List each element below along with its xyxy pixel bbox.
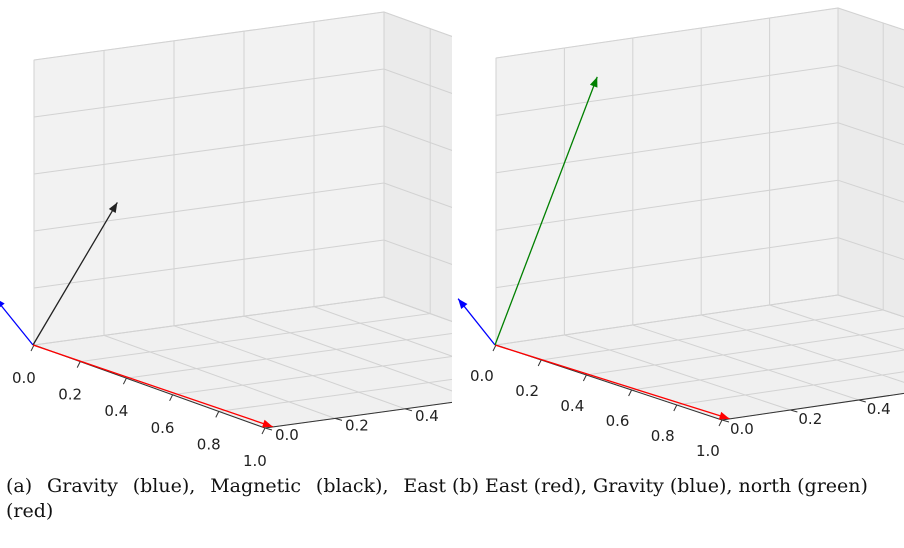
- x-tick-label: 0.4: [560, 397, 584, 415]
- y-axis-line: [264, 401, 452, 429]
- grid-line-y: [173, 40, 406, 410]
- x-tick: [122, 377, 127, 385]
- x-tick-label: 0.2: [515, 382, 539, 400]
- magnetic-vector-line: [32, 202, 118, 346]
- x-tick-label: 0.6: [151, 419, 175, 437]
- x-tick-label: 0.4: [104, 402, 128, 420]
- x-tick-label: 0.0: [12, 369, 36, 387]
- grid-line-y: [769, 18, 904, 351]
- grid-line-y: [632, 38, 859, 401]
- x-tick-label: 0.8: [651, 427, 675, 445]
- y-tick-label: 0.0: [730, 420, 754, 438]
- x-tick-label: 0.0: [470, 367, 494, 385]
- chart-b-svg: 0.00.20.40.60.81.00.00.20.40.60.81.00.00…: [457, 7, 904, 460]
- y-tick: [721, 419, 730, 423]
- chart-a-svg: 0.00.20.40.60.81.00.00.20.40.60.81.00.00…: [0, 11, 452, 470]
- left-pane: [33, 11, 385, 346]
- y-axis-line: [721, 392, 904, 421]
- magnetic-vector-head: [108, 202, 118, 214]
- x-tick: [169, 394, 174, 402]
- y-tick-label: 0.2: [798, 410, 822, 428]
- y-tick-label: 0.4: [867, 400, 891, 418]
- grid-line-y: [563, 48, 791, 411]
- x-tick: [76, 361, 81, 368]
- east-vector-line: [494, 344, 730, 420]
- y-tick: [790, 409, 798, 413]
- caption-a: (a) Gravity (blue), Magnetic (black), Ea…: [6, 475, 446, 522]
- x-tick: [30, 344, 35, 352]
- y-tick: [858, 399, 866, 403]
- east-vector-line: [32, 344, 273, 428]
- grid-line-x: [631, 349, 904, 391]
- x-tick-label: 0.6: [606, 412, 630, 430]
- east-vector-head: [718, 411, 730, 420]
- y-tick: [404, 408, 413, 412]
- grid-line-x: [218, 378, 452, 412]
- x-tick-label: 0.2: [58, 386, 82, 404]
- x-tick: [718, 419, 723, 427]
- chart-panel-b: 0.00.20.40.60.81.00.00.20.40.60.81.00.00…: [452, 0, 904, 470]
- gravity-vector-head: [458, 298, 468, 310]
- x-tick: [673, 404, 678, 412]
- x-tick: [582, 374, 587, 382]
- axes-3d: 0.00.20.40.60.81.00.00.20.40.60.81.00.00…: [457, 7, 904, 460]
- north-vector-head: [589, 76, 598, 88]
- grid-line-x: [586, 328, 904, 376]
- grid-line-y: [700, 28, 904, 383]
- axes-3d: 0.00.20.40.60.81.00.00.20.40.60.81.00.00…: [0, 11, 452, 470]
- gravity-vector-head: [0, 300, 5, 308]
- x-tick: [215, 411, 220, 418]
- x-tick-label: 1.0: [696, 442, 720, 460]
- x-tick-label: 1.0: [243, 452, 267, 470]
- grid-line-y: [383, 12, 452, 322]
- y-tick: [334, 417, 343, 421]
- chart-panel-a: 0.00.20.40.60.81.00.00.20.40.60.81.00.00…: [0, 0, 452, 470]
- x-tick: [492, 344, 497, 352]
- x-tick: [537, 359, 542, 367]
- north-vector-line: [494, 76, 598, 346]
- grid-line-x: [172, 355, 452, 396]
- caption-b: (b) East (red), Gravity (blue), north (g…: [452, 475, 868, 497]
- grid-line-y: [103, 50, 336, 419]
- x-tick-label: 0.8: [197, 435, 221, 453]
- east-vector-head: [261, 419, 273, 428]
- grid-line-y: [243, 31, 452, 392]
- grid-line-z: [33, 11, 452, 61]
- grid-line-x: [126, 333, 452, 379]
- grid-line-x: [676, 371, 904, 406]
- gravity-vector-line: [0, 303, 34, 346]
- x-tick: [628, 389, 633, 397]
- y-tick: [264, 427, 273, 431]
- grid-line-z: [495, 7, 904, 59]
- x-tick: [261, 427, 266, 435]
- y-tick-label: 0.4: [415, 407, 439, 425]
- grid-line-y: [313, 21, 452, 357]
- grid-line-y: [837, 8, 904, 318]
- y-tick-label: 0.0: [275, 426, 299, 444]
- y-tick-label: 0.2: [345, 416, 369, 434]
- left-pane: [495, 7, 839, 346]
